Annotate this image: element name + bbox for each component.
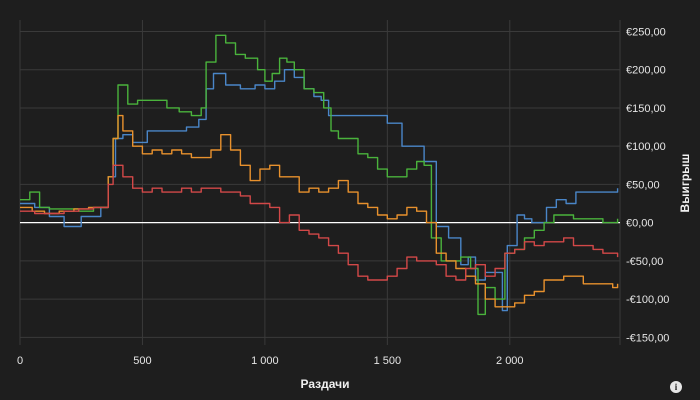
info-icon[interactable]: i [670,381,682,393]
y-tick-labels: €250,00 €200,00 €150,00 €100,00 €50,00 €0,00 -… [626,26,669,344]
y-tick-label: -€50,00 [626,256,663,268]
y-tick-label: -€100,00 [626,294,669,306]
y-tick-label: €200,00 [626,65,666,77]
x-tick-label: 2 000 [496,355,524,367]
y-tick-label: €0,00 [626,218,654,230]
series-line-1 [20,69,619,312]
grid-lines [19,20,621,345]
y-tick-label: -€150,00 [626,332,669,344]
x-tick-label: 500 [133,355,151,367]
x-axis-title: Раздачи [301,377,350,391]
series-line-3 [20,114,619,308]
series-line-4 [20,164,619,281]
x-tick-labels: 0 500 1 000 1 500 2 000 [17,355,524,367]
y-tick-label: €250,00 [626,26,666,38]
y-tick-label: €150,00 [626,103,666,115]
x-tick-label: 0 [17,355,23,367]
x-tick-label: 1 500 [374,355,402,367]
y-tick-label: €100,00 [626,141,666,153]
y-tick-label: €50,00 [626,179,660,191]
series-line-2 [20,34,619,316]
series-layer [20,34,619,316]
x-tick-label: 1 000 [251,355,279,367]
y-axis-title: Выигрыш [678,154,692,213]
